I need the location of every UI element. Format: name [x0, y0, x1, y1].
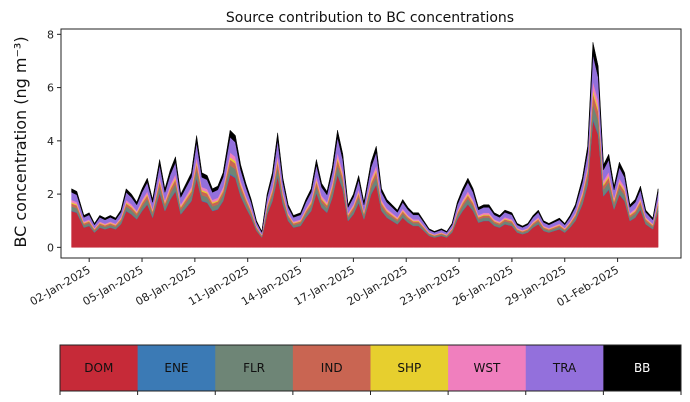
- legend-swatch-wst: [448, 345, 527, 391]
- legend-label-flr: FLR: [243, 361, 265, 375]
- legend-swatch-tra: [525, 345, 604, 391]
- y-tick-label: 2: [47, 188, 54, 201]
- y-axis: 0 2 4 6 8: [47, 28, 61, 254]
- y-tick-label: 4: [47, 135, 54, 148]
- legend-label-ene: ENE: [164, 361, 188, 375]
- source-legend: DOM ENE FLR IND SHP WST TRA BB: [59, 344, 682, 395]
- legend-swatch-dom: [60, 345, 139, 391]
- legend-label-tra: TRA: [552, 361, 577, 375]
- legend-swatch-shp: [370, 345, 449, 391]
- legend-label-wst: WST: [474, 361, 501, 375]
- legend-label-dom: DOM: [84, 361, 113, 375]
- y-tick-label: 0: [47, 241, 54, 254]
- x-axis: 02-Jan-202505-Jan-202508-Jan-202511-Jan-…: [28, 258, 621, 309]
- legend-swatch-ind: [292, 345, 371, 391]
- y-tick-label: 8: [47, 28, 54, 41]
- plot-frame: [60, 28, 682, 259]
- legend-swatch-ene: [137, 345, 216, 391]
- legend-label-bb: BB: [634, 361, 650, 375]
- chart-title: Source contribution to BC concentrations: [226, 10, 514, 26]
- legend-label-ind: IND: [321, 361, 343, 375]
- legend-label-shp: SHP: [397, 361, 421, 375]
- y-tick-label: 6: [47, 82, 54, 95]
- area-bb: [71, 42, 659, 234]
- legend-swatch-flr: [215, 345, 294, 391]
- y-axis-label: BC concentration (ng m⁻³): [11, 36, 30, 247]
- legend-swatch-bb: [603, 345, 682, 391]
- stacked-area-layer: [71, 42, 659, 248]
